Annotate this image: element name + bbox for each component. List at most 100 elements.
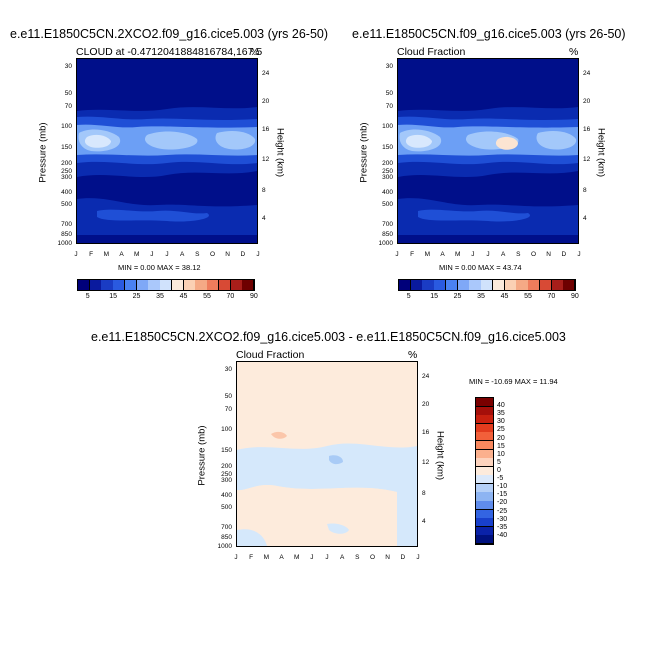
height-tick-label: 16 bbox=[262, 126, 270, 134]
pressure-tick-label: 700 bbox=[221, 523, 232, 531]
contour-fill-level-6 bbox=[84, 134, 111, 148]
month-tick-label: A bbox=[119, 251, 124, 258]
colorbar-label: -25 bbox=[497, 507, 508, 515]
month-tick-label: J bbox=[325, 554, 329, 561]
pressure-tick-label: 100 bbox=[382, 123, 393, 131]
contour-fill-negative bbox=[327, 523, 349, 534]
contour-fill-level-6 bbox=[405, 134, 432, 148]
contour-fill-low bbox=[398, 235, 578, 243]
colorbar-swatch bbox=[476, 406, 493, 416]
month-tick-label: O bbox=[209, 251, 216, 258]
colorbar-swatch bbox=[476, 415, 493, 425]
pressure-tick-label: 30 bbox=[224, 365, 232, 373]
contour-fill-level-3 bbox=[97, 209, 209, 222]
height-tick-label: 20 bbox=[262, 98, 270, 106]
month-tick-label: N bbox=[225, 251, 230, 258]
month-tick-label: O bbox=[530, 251, 537, 258]
month-tick-label: A bbox=[279, 554, 284, 561]
month-tick-label: J bbox=[416, 554, 420, 561]
pressure-tick-label: 850 bbox=[221, 534, 232, 542]
colorbar-swatch bbox=[476, 492, 493, 502]
colorbar-swatch bbox=[476, 475, 493, 485]
colorbar-swatch bbox=[410, 280, 423, 290]
colorbar-label: 45 bbox=[179, 293, 188, 300]
pressure-tick-label: 100 bbox=[61, 123, 72, 131]
colorbar-label: 5 bbox=[85, 293, 90, 300]
colorbar-swatch bbox=[171, 280, 185, 290]
height-tick-label: 8 bbox=[262, 187, 266, 195]
colorbar-swatch bbox=[136, 280, 149, 290]
month-tick-label: N bbox=[385, 554, 390, 561]
pressure-tick-label: 850 bbox=[382, 231, 393, 239]
pressure-tick-label: 100 bbox=[221, 426, 232, 434]
panel-1-minmax: MIN = 0.00 MAX = 38.12 bbox=[118, 263, 201, 272]
colorbar-swatch bbox=[476, 458, 493, 468]
colorbar-label: 10 bbox=[497, 450, 505, 458]
panel-2-plot bbox=[397, 58, 579, 244]
colorbar-label: -40 bbox=[497, 531, 508, 539]
colorbar-swatch bbox=[476, 518, 493, 528]
month-tick-label: F bbox=[410, 251, 415, 258]
colorbar-label: -30 bbox=[497, 515, 508, 523]
month-tick-label: J bbox=[577, 251, 581, 258]
colorbar-swatch bbox=[476, 535, 493, 545]
panel-3-title: e.e11.E1850C5CN.2XCO2.f09_g16.cice5.003 … bbox=[91, 330, 566, 344]
colorbar-label: -5 bbox=[497, 475, 504, 483]
colorbar-swatch bbox=[504, 280, 517, 290]
month-tick-label: F bbox=[89, 251, 94, 258]
colorbar-swatch bbox=[242, 280, 255, 290]
month-tick-label: D bbox=[561, 251, 567, 258]
panel-3-minmax: MIN = -10.69 MAX = 11.94 bbox=[469, 377, 558, 386]
panel-1-colorbar: 5 15 25 35 45 55 70 90 bbox=[77, 279, 258, 300]
height-tick-label: 24 bbox=[422, 373, 430, 381]
colorbar-swatch bbox=[551, 280, 564, 290]
contour-fill-level-3 bbox=[418, 209, 530, 222]
height-tick-label: 12 bbox=[262, 155, 270, 163]
height-tick-label: 20 bbox=[422, 401, 430, 409]
colorbar-swatch bbox=[230, 280, 243, 290]
month-tick-label: A bbox=[339, 554, 345, 561]
colorbar-swatch bbox=[445, 280, 459, 290]
month-tick-label: D bbox=[400, 554, 406, 561]
colorbar-label: 55 bbox=[524, 293, 532, 300]
colorbar-swatch bbox=[516, 280, 529, 290]
pressure-tick-label: 50 bbox=[385, 89, 393, 97]
panel-3-contours bbox=[237, 362, 417, 546]
panel-3-units: % bbox=[408, 349, 418, 361]
contour-fill-negative-2 bbox=[329, 455, 343, 465]
panel-2-subtitle: Cloud Fraction bbox=[397, 46, 466, 58]
pressure-tick-label: 500 bbox=[61, 201, 72, 209]
pressure-tick-label: 50 bbox=[64, 89, 72, 97]
panel-2-ylabel-right: Height (km) bbox=[595, 127, 607, 178]
height-tick-label: 4 bbox=[262, 215, 266, 223]
month-tick-label: S bbox=[516, 251, 521, 258]
month-tick-label: J bbox=[234, 554, 238, 561]
colorbar-label: 45 bbox=[500, 293, 509, 300]
colorbar-label: -20 bbox=[497, 499, 508, 507]
month-tick-label: J bbox=[486, 251, 490, 258]
month-tick-label: A bbox=[440, 251, 445, 258]
colorbar-swatch bbox=[195, 280, 208, 290]
contour-fill-level-7 bbox=[495, 136, 518, 150]
colorbar-label: 55 bbox=[203, 293, 211, 300]
colorbar-label: 40 bbox=[497, 402, 505, 410]
contour-fill-positive-2 bbox=[271, 431, 287, 439]
colorbar-swatch bbox=[160, 280, 173, 290]
month-tick-label: M bbox=[103, 251, 110, 258]
month-tick-label: N bbox=[546, 251, 551, 258]
colorbar-label: 15 bbox=[497, 442, 505, 450]
panel-2-minmax: MIN = 0.00 MAX = 43.74 bbox=[439, 263, 522, 272]
contour-fill-level-5 bbox=[144, 131, 198, 150]
month-tick-label: O bbox=[369, 554, 376, 561]
colorbar-swatch bbox=[78, 280, 91, 290]
panel-1-plot bbox=[76, 58, 258, 244]
month-tick-label: A bbox=[179, 251, 185, 258]
colorbar-label: 5 bbox=[406, 293, 411, 300]
colorbar-swatch bbox=[481, 280, 494, 290]
contour-fill-level-5 bbox=[215, 131, 256, 150]
month-tick-label: S bbox=[355, 554, 360, 561]
colorbar-label: 70 bbox=[226, 293, 235, 300]
panel-3-colorbar: 40 35 30 25 20 15 10 5 0 -5 -10 -15 -20 -25 -30 -35 -40 bbox=[475, 397, 507, 545]
month-tick-label: M bbox=[133, 251, 140, 258]
colorbar-swatch bbox=[469, 280, 482, 290]
